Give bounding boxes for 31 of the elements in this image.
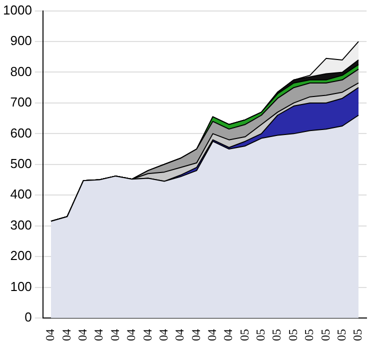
y-tick-label: 200 (10, 248, 32, 264)
x-tick-label: 04 (43, 329, 58, 341)
y-tick-label: 1000 (3, 2, 32, 18)
y-tick-label: 100 (10, 278, 32, 294)
x-tick-label: 04 (205, 329, 220, 341)
y-tick-label: 500 (10, 156, 32, 171)
x-tick-label: 05 (350, 329, 365, 341)
x-tick-label: 04 (124, 329, 138, 341)
x-tick-label: 05 (286, 329, 300, 341)
x-tick-label: 04 (172, 329, 187, 341)
x-tick-label: 04 (76, 329, 90, 341)
y-tick-label: 700 (10, 94, 32, 110)
x-tick-label: 05 (302, 329, 316, 341)
x-tick-label: 04 (59, 329, 74, 341)
x-tick-label: 04 (140, 329, 154, 341)
x-tick-label: 04 (92, 329, 106, 341)
y-tick-label: 400 (10, 186, 32, 202)
y-tick-label: 900 (10, 33, 32, 48)
y-tick-label: 600 (10, 125, 32, 140)
x-tick-label: 05 (254, 329, 268, 341)
y-tick-label: 0 (24, 310, 32, 325)
x-tick-label: 04 (221, 329, 236, 341)
x-tick-label: 04 (108, 329, 122, 341)
x-tick-label: 05 (270, 329, 284, 341)
x-tick-label: 05 (334, 329, 348, 341)
x-tick-label: 05 (318, 329, 332, 341)
x-tick-label: 04 (156, 329, 170, 341)
y-tick-label: 300 (10, 217, 32, 232)
x-tick-label: 04 (188, 329, 203, 341)
y-tick-label: 800 (10, 64, 32, 79)
x-tick-label: 05 (237, 329, 252, 341)
